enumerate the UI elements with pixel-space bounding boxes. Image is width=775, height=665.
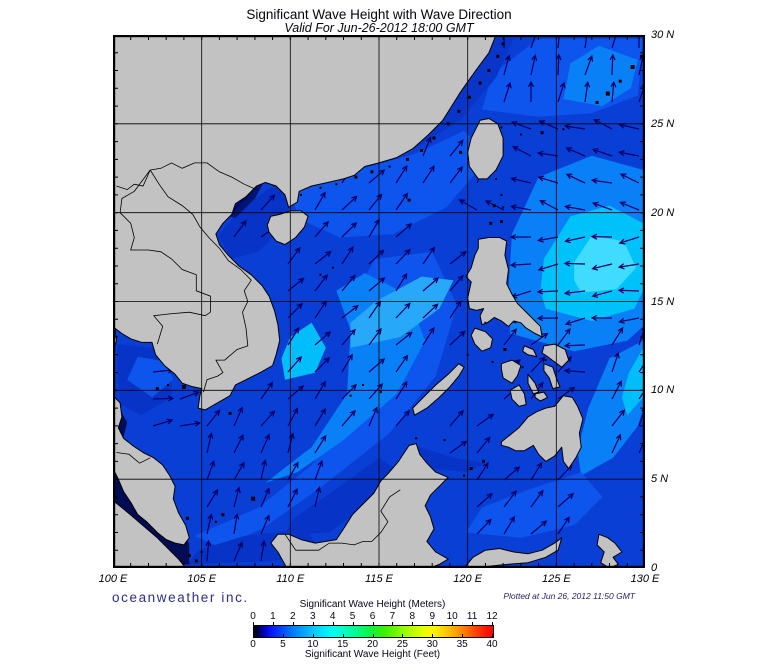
legend-feet-tick bbox=[313, 634, 314, 638]
land-palawan bbox=[412, 363, 465, 416]
land-bohol bbox=[534, 391, 548, 402]
legend-meters-value: 6 bbox=[369, 611, 376, 622]
legend-meters-tick bbox=[353, 622, 354, 626]
legend-title-feet: Significant Wave Height (Feet) bbox=[304, 649, 441, 660]
land-samar bbox=[541, 343, 570, 368]
land-halmahera bbox=[596, 533, 623, 569]
legend-meters-tick bbox=[492, 622, 493, 626]
legend-feet-value: 20 bbox=[366, 639, 379, 650]
land-asia-mainland bbox=[112, 34, 497, 411]
lat-tick-label: 15 N bbox=[651, 295, 675, 308]
lat-tick-label: 20 N bbox=[651, 206, 675, 219]
legend-feet-tick bbox=[432, 634, 433, 638]
legend-feet-tick bbox=[492, 634, 493, 638]
plotted-timestamp: Plotted at Jun 26, 2012 11:50 GMT bbox=[503, 591, 635, 601]
land-masbate bbox=[522, 345, 538, 358]
legend-meters-tick bbox=[392, 622, 393, 626]
degree-ticks bbox=[113, 35, 645, 568]
land-borneo bbox=[270, 443, 449, 569]
land-malay-peninsula bbox=[112, 395, 190, 546]
land-mindanao bbox=[500, 395, 584, 469]
land-taiwan bbox=[467, 118, 504, 180]
legend-feet-value: 15 bbox=[337, 639, 349, 650]
lon-tick-label: 100 E bbox=[98, 573, 128, 585]
lon-tick-label: 120 E bbox=[453, 573, 483, 585]
lon-tick-label: 130 E bbox=[630, 573, 660, 585]
legend-feet-value: 40 bbox=[486, 639, 498, 650]
legend-feet-tick bbox=[402, 634, 403, 638]
legend-meters-value: 10 bbox=[446, 611, 458, 622]
country-borders bbox=[116, 162, 401, 551]
legend-feet-tick bbox=[253, 634, 254, 638]
small-islands bbox=[155, 42, 643, 563]
legend-feet-value: 30 bbox=[426, 639, 438, 650]
legend-meters-tick bbox=[273, 622, 274, 626]
land-luzon bbox=[465, 237, 543, 338]
legend-feet-value: 25 bbox=[396, 639, 408, 650]
wave-direction-arrows bbox=[111, 26, 652, 562]
legend-meters-tick bbox=[432, 622, 433, 626]
legend-meters-tick bbox=[313, 622, 314, 626]
valid-time-subtitle: Valid For Jun-26-2012 18:00 GMT bbox=[284, 21, 474, 35]
legend-feet-value: 10 bbox=[307, 639, 319, 650]
legend-meters-value: 7 bbox=[389, 611, 396, 622]
land-sulawesi bbox=[463, 537, 563, 569]
legend-feet-tick bbox=[373, 634, 374, 638]
legend-feet-tick bbox=[283, 634, 284, 638]
land-cebu bbox=[527, 373, 540, 395]
land-mindoro bbox=[470, 327, 493, 352]
page-title: Significant Wave Height with Wave Direct… bbox=[246, 7, 512, 22]
lat-tick-label: 5 N bbox=[651, 473, 669, 486]
lon-tick-label: 110 E bbox=[276, 573, 305, 585]
lon-tick-label: 115 E bbox=[365, 573, 393, 585]
legend-meters-tick bbox=[333, 622, 334, 626]
legend-meters-tick bbox=[373, 622, 374, 626]
legend-feet-value: 0 bbox=[250, 639, 256, 650]
legend-meters-value: 0 bbox=[250, 611, 256, 622]
land-hainan bbox=[266, 210, 309, 246]
legend-feet-tick bbox=[343, 634, 344, 638]
graticule bbox=[113, 35, 645, 568]
landmasses bbox=[112, 34, 623, 569]
lat-tick-label: 10 N bbox=[651, 384, 675, 397]
map-svg bbox=[111, 26, 652, 569]
legend-meters-tick bbox=[293, 622, 294, 626]
lon-tick-label: 105 E bbox=[187, 573, 217, 585]
legend-meters-value: 12 bbox=[486, 611, 498, 622]
legend-meters-tick bbox=[472, 622, 473, 626]
lon-tick-label: 125 E bbox=[541, 573, 571, 585]
legend-feet-value: 35 bbox=[456, 639, 468, 650]
legend-feet-value: 5 bbox=[280, 639, 286, 650]
map-border bbox=[112, 34, 646, 569]
legend-meters-tick bbox=[452, 622, 453, 626]
legend-meters-value: 9 bbox=[429, 611, 436, 622]
legend-meters-value: 8 bbox=[409, 611, 416, 622]
legend-meters-value: 3 bbox=[309, 611, 316, 622]
legend-meters-value: 1 bbox=[270, 611, 276, 622]
legend-meters-value: 2 bbox=[290, 611, 296, 622]
legend-meters-value: 4 bbox=[329, 611, 336, 622]
legend-meters-value: 5 bbox=[349, 611, 356, 622]
lat-tick-label: 25 N bbox=[651, 117, 675, 130]
legend-meters-tick bbox=[253, 622, 254, 626]
wave-height-field bbox=[113, 38, 644, 565]
oceanweather-logo: oceanweather inc. bbox=[112, 590, 249, 605]
legend-meters-value: 11 bbox=[466, 611, 478, 622]
wave-height-map bbox=[111, 26, 652, 569]
land-panay bbox=[500, 359, 522, 384]
lat-tick-label: 30 N bbox=[651, 29, 675, 41]
legend-feet-tick bbox=[462, 634, 463, 638]
legend-title-meters: Significant Wave Height (Meters) bbox=[299, 599, 446, 610]
lat-tick-label: 0 bbox=[651, 562, 658, 574]
legend-meters-tick bbox=[412, 622, 413, 626]
